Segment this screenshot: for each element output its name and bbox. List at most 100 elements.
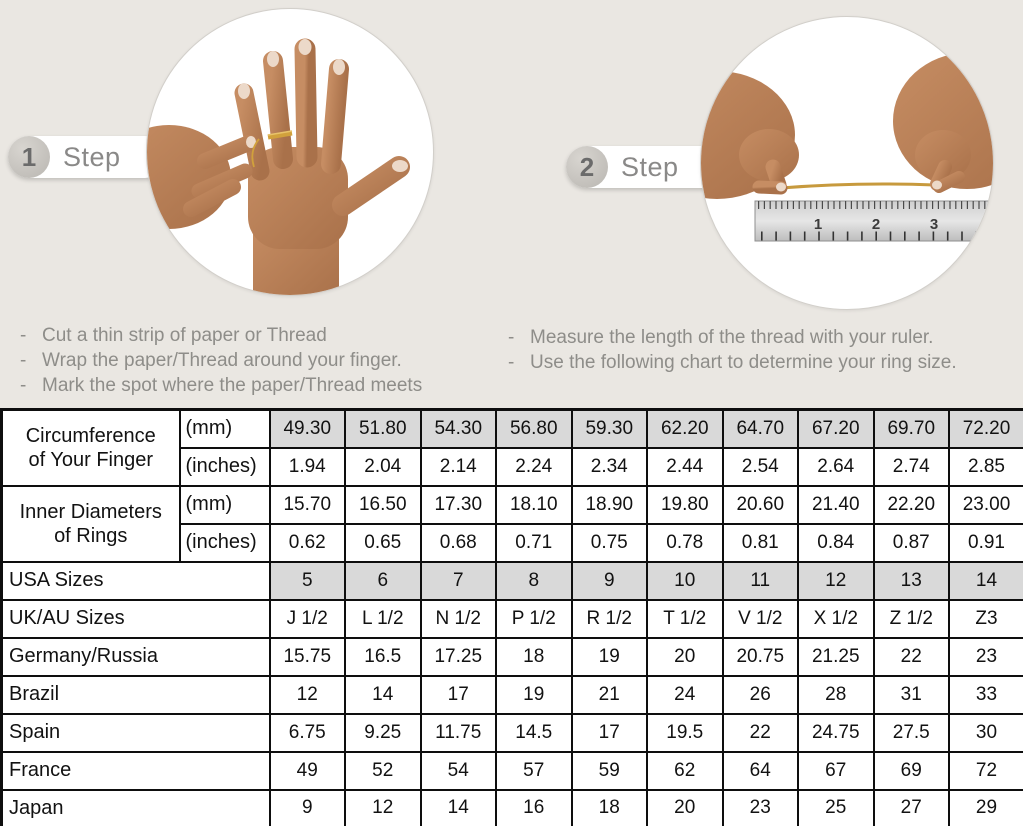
table-row: (inches) 1.94 2.04 2.14 2.24 2.34 2.44 2.54 2.64… (2, 446, 1023, 487)
table-cell: 10 (646, 560, 724, 601)
table-cell: 16.50 (344, 484, 422, 525)
row-group-label-line1: Inner Diameters (19, 500, 162, 523)
fingers (234, 38, 410, 216)
table-cell: 12 (268, 674, 346, 715)
table-cell: 20 (646, 788, 724, 826)
table-cell: 20 (646, 636, 724, 677)
bullet-dash: - (508, 352, 515, 373)
step-2-label: Step (621, 151, 679, 182)
table-cell: 2.34 (570, 446, 648, 487)
table-cell: 18 (495, 636, 573, 677)
table-cell: 18.90 (570, 484, 648, 525)
fingernails (238, 39, 408, 172)
table-cell: 0.68 (419, 522, 497, 563)
table-cell: 16 (495, 788, 573, 826)
table-cell: 69.70 (872, 408, 950, 449)
table-cell: 9 (570, 560, 648, 601)
table-cell: 15.75 (268, 636, 346, 677)
ruler-numbers: 1 2 3 (814, 216, 938, 233)
step-2-instructions: - Measure the length of the thread with y… (508, 326, 1018, 374)
table-cell: V 1/2 (721, 598, 799, 639)
table-cell: 64 (721, 750, 799, 791)
instruction-line: - Cut a thin strip of paper or Thread (20, 324, 490, 347)
instruction-text: Mark the spot where the paper/Thread mee… (42, 375, 423, 396)
table-cell: 19.5 (646, 712, 724, 753)
instruction-text: Wrap the paper/Thread around your finger… (42, 350, 402, 371)
table-cell: 14.5 (495, 712, 573, 753)
table-cell: 62 (646, 750, 724, 791)
row-label: Japan (0, 788, 271, 826)
table-cell: 18.10 (495, 484, 573, 525)
table-cell: P 1/2 (495, 598, 573, 639)
table-row: Germany/Russia 15.75 16.5 17.25 18 19 20 20.75 2… (0, 636, 1023, 677)
table-row: Japan 9 12 14 16 18 20 23 25 27 29 (0, 788, 1023, 826)
table-cell: 2.64 (797, 446, 875, 487)
table-cell: R 1/2 (570, 598, 648, 639)
table-cell: 54 (419, 750, 497, 791)
table-cell: 0.87 (872, 522, 950, 563)
table-cell: 26 (721, 674, 799, 715)
thread-on-finger (251, 130, 293, 168)
table-cell: 2.14 (419, 446, 497, 487)
table-cell: 19 (570, 636, 648, 677)
table-cell: 9.25 (344, 712, 422, 753)
hand-thread-illustration (147, 38, 410, 295)
table-cell: 31 (872, 674, 950, 715)
row-label: (mm) (178, 408, 271, 449)
table-cell: 72.20 (948, 408, 1023, 449)
table-cell: 17.25 (419, 636, 497, 677)
row-group-label-line2: of Rings (54, 524, 128, 547)
table-cell: 19 (495, 674, 573, 715)
table-cell: 0.91 (948, 522, 1023, 563)
table-cell: 20.60 (721, 484, 799, 525)
table-cell: 59 (570, 750, 648, 791)
table-cell: 15.70 (268, 484, 346, 525)
ruler-number-2: 2 (872, 216, 880, 233)
table-row: USA Sizes 5 6 7 8 9 10 11 12 13 14 (0, 560, 1023, 601)
table-cell: 6.75 (268, 712, 346, 753)
table-cell: 23 (948, 636, 1023, 677)
table-cell: 2.44 (646, 446, 724, 487)
instruction-line: - Wrap the paper/Thread around your finge… (20, 349, 490, 372)
palm (248, 147, 348, 249)
instruction-line: - Mark the spot where the paper/Thread me… (20, 374, 490, 397)
row-label: France (0, 750, 271, 791)
ruler-measure-illustration: 1 2 3 (701, 53, 993, 242)
table-cell: 22.20 (872, 484, 950, 525)
table-cell: 17.30 (419, 484, 497, 525)
instruction-text: Measure the length of the thread with yo… (530, 327, 934, 348)
table-cell: 2.04 (344, 446, 422, 487)
table-cell: 67 (797, 750, 875, 791)
table-cell: Z 1/2 (872, 598, 950, 639)
table-cell: 0.84 (797, 522, 875, 563)
table-cell: 72 (948, 750, 1023, 791)
table-cell: 2.54 (721, 446, 799, 487)
table-cell: 13 (872, 560, 950, 601)
row-label: Brazil (0, 674, 271, 715)
table-cell: 21 (570, 674, 648, 715)
row-group-label: Circumference of Your Finger (0, 408, 181, 487)
row-label: Spain (0, 712, 271, 753)
ruler-number-1: 1 (814, 216, 822, 233)
instruction-line: - Use the following chart to determine yo… (508, 351, 1018, 374)
table-cell: 11.75 (419, 712, 497, 753)
row-group-label-line2: of Your Finger (28, 448, 154, 471)
table-row: (inches) 0.62 0.65 0.68 0.71 0.75 0.78 0.81 0.84… (2, 522, 1023, 563)
table-cell: 8 (495, 560, 573, 601)
table-row: Brazil 12 14 17 19 21 24 26 28 31 33 (0, 674, 1023, 715)
table-cell: 0.65 (344, 522, 422, 563)
table-cell: 22 (872, 636, 950, 677)
table-row: Circumference of Your Finger (mm) 49.30 51.8… (0, 408, 1023, 487)
helper-hand (147, 125, 257, 229)
bullet-dash: - (20, 325, 27, 346)
ruler-number-3: 3 (930, 216, 938, 233)
table-row: UK/AU Sizes J 1/2 L 1/2 N 1/2 P 1/2 R 1/2 T 1/… (0, 598, 1023, 639)
bullet-dash: - (20, 350, 27, 371)
table-cell: 56.80 (495, 408, 573, 449)
table-cell: 14 (419, 788, 497, 826)
table-cell: 62.20 (646, 408, 724, 449)
table-cell: 23 (721, 788, 799, 826)
table-cell: 17 (419, 674, 497, 715)
left-hand (701, 71, 799, 199)
row-group-label-line1: Circumference (25, 424, 156, 447)
